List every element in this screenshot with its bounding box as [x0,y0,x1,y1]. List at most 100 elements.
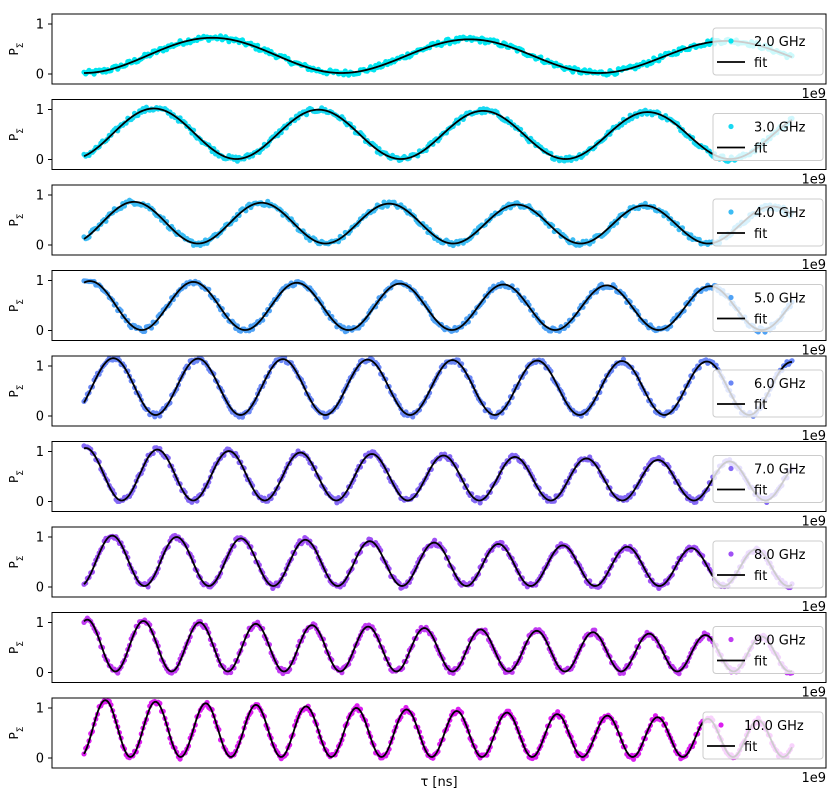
x-offset-label: 1e9 [801,515,826,530]
legend-label: 2.0 GHz [754,35,806,50]
axes-frame [51,441,827,512]
legend-marker [728,636,734,643]
y-tick-label: 0 [36,410,44,425]
data-point [354,703,360,709]
legend-fit-label: fit [754,56,767,71]
subplot-1: 0 1 PΣ 1e9 2.0 GHz fit [7,13,827,102]
data-point [555,709,561,715]
legend-label: 6.0 GHz [754,377,806,392]
y-tick-label: 0 [36,68,44,83]
data-point [477,500,483,506]
x-offset-label: 1e9 [801,258,826,273]
fit-line [83,107,793,160]
legend-marker [728,465,734,472]
legend-fit-label: fit [754,569,767,584]
y-tick-label: 1 [36,616,44,631]
y-tick-label: 1 [36,360,44,375]
y-tick-label: 1 [36,189,44,204]
legend-fit-label: fit [754,313,767,328]
x-axis-label: τ [ns] [420,775,457,790]
y-axis-label: PΣ [7,555,26,568]
legend-marker [728,380,734,386]
x-offset-label: 1e9 [801,600,826,615]
legend-fit-label: fit [754,484,767,499]
legend-fit-label: fit [754,142,767,157]
legend: 3.0 GHz fit [712,113,824,161]
x-offset-label: 1e9 [801,344,826,359]
legend-marker [728,209,734,215]
axes-frame [51,184,827,256]
legend-marker [728,123,734,130]
data-point [432,537,438,543]
fit-line [83,36,793,74]
fit-line [83,618,793,673]
legend: 9.0 GHz fit [712,626,824,674]
axes-frame [51,526,827,598]
legend: 6.0 GHz fit [712,369,824,418]
y-tick-label: 1 [36,531,44,546]
y-tick-label: 1 [36,103,44,118]
x-offset-label: 1e9 [801,87,826,102]
legend: 8.0 GHz fit [712,540,824,589]
y-tick-label: 0 [36,752,44,767]
subplot-6: 0 1 PΣ 1e9 7.0 GHz fit [7,441,827,530]
y-tick-label: 1 [36,18,44,33]
axes-frame [51,612,827,683]
y-tick-label: 0 [36,239,44,254]
x-offset-label: 1e9 [801,771,826,786]
y-axis-label: PΣ [7,470,26,483]
y-axis-label: PΣ [7,42,26,55]
subplot-8: 0 1 PΣ 1e9 9.0 GHz fit [7,612,827,701]
x-offset-label: 1e9 [801,686,826,701]
y-tick-label: 0 [36,495,44,510]
fit-line [83,280,793,331]
y-tick-label: 1 [36,702,44,717]
legend-marker [728,294,734,301]
legend-marker [718,722,724,728]
legend-fit-label: fit [754,655,767,670]
x-offset-label: 1e9 [801,429,826,444]
y-tick-label: 1 [36,274,44,289]
axes-frame [51,99,827,170]
legend-label: 10.0 GHz [744,719,804,734]
subplot-2: 0 1 PΣ 1e9 3.0 GHz fit [7,99,827,188]
legend-marker [728,551,734,557]
subplot-5: 0 1 PΣ 1e9 6.0 GHz fit [7,355,827,444]
y-axis-label: PΣ [7,726,26,739]
y-tick-label: 0 [36,581,44,596]
fit-line [83,200,793,245]
x-offset-label: 1e9 [801,173,826,188]
fit-line [83,534,793,587]
legend-fit-label: fit [754,227,767,242]
fit-line [83,447,793,502]
legend-label: 3.0 GHz [754,121,806,136]
y-tick-label: 1 [36,445,44,460]
axes-frame [51,697,827,769]
subplot-3: 0 1 PΣ 1e9 4.0 GHz fit [7,184,827,273]
fit-line [83,357,793,416]
legend: 2.0 GHz fit [712,27,824,76]
fit-line [83,699,793,758]
legend: 10.0 GHz fit [702,711,824,760]
y-axis-label: PΣ [7,128,26,141]
y-axis-label: PΣ [7,213,26,226]
subplot-7: 0 1 PΣ 1e9 8.0 GHz fit [7,526,827,615]
subplot-9: 0 1 PΣ 1e9 10.0 GHz fit [7,697,827,786]
y-tick-label: 0 [36,153,44,168]
axes-frame [51,13,827,85]
subplot-4: 0 1 PΣ 1e9 5.0 GHz fit [7,270,827,359]
legend-label: 5.0 GHz [754,292,806,307]
legend-label: 4.0 GHz [754,206,806,221]
legend-label: 7.0 GHz [754,463,806,478]
axes-frame [51,270,827,341]
y-axis-label: PΣ [7,299,26,312]
legend-label: 8.0 GHz [754,548,806,563]
y-tick-label: 0 [36,324,44,339]
legend-fit-label: fit [744,740,757,755]
legend: 7.0 GHz fit [712,455,824,503]
y-tick-label: 0 [36,666,44,681]
legend-label: 9.0 GHz [754,634,806,649]
legend: 4.0 GHz fit [712,198,824,247]
legend: 5.0 GHz fit [712,284,824,332]
